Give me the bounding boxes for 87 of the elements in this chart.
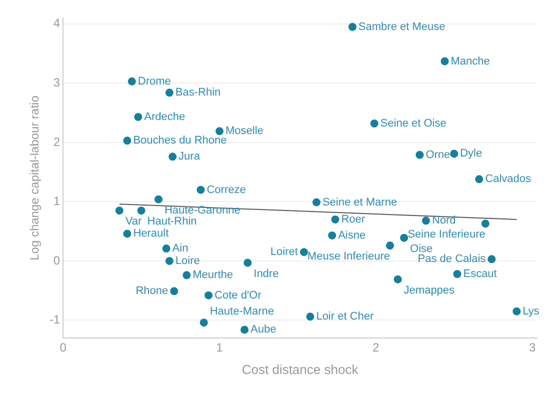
point	[370, 119, 378, 128]
point	[348, 22, 356, 31]
point	[165, 256, 174, 265]
point	[512, 307, 521, 316]
y-tick-label: 0	[53, 253, 60, 268]
point	[128, 77, 136, 86]
point	[453, 270, 462, 278]
point	[312, 198, 320, 206]
x-tick-label: 2	[372, 340, 380, 355]
point	[440, 57, 449, 66]
annotation: Manche	[450, 55, 490, 68]
y-tick-label: 2	[53, 134, 60, 149]
annotation: Herault	[133, 228, 169, 240]
annotation: Indre	[254, 268, 279, 280]
annotation: Seine et Marne	[322, 196, 398, 208]
annotation: Sambre et Meuse	[358, 20, 446, 33]
point	[204, 291, 213, 300]
point	[154, 195, 162, 204]
annotation: Calvados	[485, 173, 532, 186]
point	[331, 215, 340, 224]
x-tick-label: 3	[528, 340, 536, 355]
annotation: Meuse Inferieure	[307, 250, 390, 263]
annotation: Bas-Rhin	[175, 86, 221, 99]
annotation: Roer	[341, 214, 366, 226]
annotation: Jura	[178, 150, 201, 163]
point	[215, 127, 224, 136]
point	[394, 275, 402, 284]
point	[328, 231, 336, 240]
y-axis-title: Log change capital-labour ratio	[28, 95, 42, 260]
annotation: Jemappes	[404, 284, 456, 296]
point	[123, 230, 132, 238]
point	[300, 248, 308, 256]
annotation: Ardeche	[144, 110, 186, 123]
point	[306, 312, 314, 321]
annotation: Correze	[206, 184, 246, 196]
annotation: Dyle	[460, 148, 482, 160]
annotation: Ain	[172, 242, 188, 255]
annotation: Var	[125, 216, 142, 228]
point	[115, 206, 124, 215]
annotation: Seine Inferieure	[408, 228, 486, 241]
y-tick-label: 1	[53, 194, 60, 208]
annotation: Aisne	[338, 230, 366, 242]
annotation: Seine et Oise	[380, 118, 446, 130]
point	[200, 318, 208, 327]
annotation: Cote d'Or	[214, 289, 262, 302]
point	[422, 216, 430, 225]
y-tick-label: -1	[49, 312, 60, 327]
point	[196, 186, 205, 194]
y-tick-label: 4	[53, 16, 60, 30]
annotation: Rhone	[136, 285, 168, 298]
point	[400, 234, 408, 242]
annotation: Loire	[175, 254, 200, 267]
point	[475, 175, 484, 184]
point	[165, 88, 174, 97]
annotation: Escaut	[463, 268, 497, 280]
annotation: Meurthe	[192, 269, 233, 282]
point	[168, 152, 177, 161]
annotation: Haut-Rhin	[147, 216, 197, 228]
annotation: Bouches du Rhone	[133, 134, 227, 147]
y-tick-label: 3	[53, 76, 60, 90]
point	[182, 271, 191, 280]
point	[123, 136, 132, 145]
x-axis-title: Cost distance shock	[242, 362, 359, 377]
annotation: Loiret	[270, 246, 298, 258]
point	[481, 220, 490, 228]
point	[386, 242, 394, 250]
point	[134, 112, 142, 121]
point	[240, 326, 249, 334]
annotation: Pas de Calais	[418, 253, 486, 266]
annotation: Orne	[426, 148, 450, 161]
annotation: Haute-Marne	[210, 306, 274, 318]
annotation: Moselle	[225, 125, 264, 138]
point	[450, 150, 458, 158]
annotation: Nord	[432, 214, 456, 227]
point	[137, 206, 146, 215]
annotation: Haute-Garonne	[164, 204, 240, 216]
annotation: Drome	[138, 75, 171, 88]
annotation: Lys	[522, 305, 540, 318]
point	[416, 150, 424, 159]
point	[170, 287, 178, 296]
point	[488, 255, 496, 264]
point	[244, 258, 252, 267]
annotation: Loir et Cher	[316, 310, 374, 323]
point	[162, 244, 170, 253]
x-tick-label: 1	[216, 340, 224, 355]
annotation: Aube	[250, 324, 276, 336]
annotation: Oise	[410, 242, 433, 255]
